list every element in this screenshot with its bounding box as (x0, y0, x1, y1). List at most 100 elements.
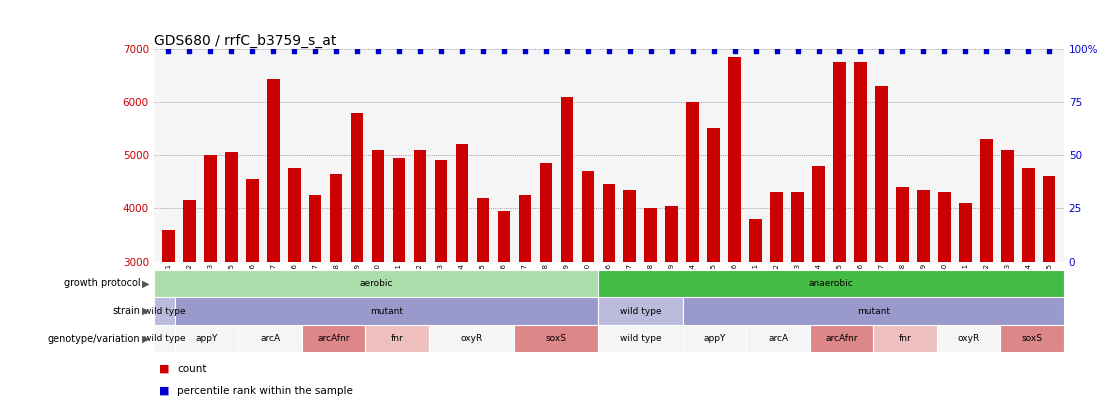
Text: anaerobic: anaerobic (809, 279, 853, 288)
Bar (873, 325, 937, 352)
Point (998, 47, 1016, 54)
Text: arcAfnr: arcAfnr (825, 334, 858, 343)
Point (599, 47, 617, 54)
Bar (1022, 168, 1035, 405)
Bar (175, 325, 238, 352)
Bar (163, 230, 175, 405)
Bar (225, 152, 237, 405)
Bar (854, 62, 867, 405)
Bar (791, 192, 804, 405)
Bar (514, 325, 598, 352)
Bar (1043, 177, 1055, 405)
Point (620, 47, 638, 54)
Bar (937, 325, 1000, 352)
Point (453, 47, 471, 54)
Bar (1001, 150, 1014, 405)
Text: appY: appY (703, 334, 726, 343)
Text: GDS680 / rrfC_b3759_s_at: GDS680 / rrfC_b3759_s_at (154, 34, 336, 47)
Point (851, 47, 869, 54)
Point (893, 47, 911, 54)
Point (705, 47, 723, 54)
Bar (1000, 325, 1064, 352)
Text: appY: appY (195, 334, 218, 343)
Bar (603, 184, 615, 405)
Bar (959, 203, 971, 405)
Text: wild type: wild type (619, 334, 662, 343)
Point (977, 47, 995, 54)
Text: mutant: mutant (370, 307, 403, 315)
Point (328, 47, 345, 54)
Point (495, 47, 512, 54)
Bar (539, 163, 553, 405)
Text: oxyR: oxyR (460, 334, 482, 343)
Bar (434, 160, 448, 405)
Point (243, 47, 261, 54)
Point (725, 47, 743, 54)
Text: wild type: wild type (619, 307, 662, 315)
Point (1040, 47, 1058, 54)
Bar (683, 325, 746, 352)
Bar (917, 190, 930, 405)
Bar (183, 200, 196, 405)
Point (537, 47, 555, 54)
Bar (729, 57, 741, 405)
Text: ■: ■ (159, 364, 169, 373)
Bar (686, 102, 698, 405)
Bar (645, 208, 657, 405)
Bar (302, 325, 365, 352)
Bar (330, 174, 342, 405)
Text: ▶: ▶ (141, 334, 149, 343)
Bar (770, 192, 783, 405)
Point (264, 47, 282, 54)
Bar (980, 139, 993, 405)
Bar (746, 325, 810, 352)
Text: ▶: ▶ (141, 279, 149, 288)
Text: arcAfnr: arcAfnr (317, 334, 350, 343)
Text: soxS: soxS (1022, 334, 1043, 343)
Point (579, 47, 597, 54)
Bar (624, 190, 636, 405)
Point (915, 47, 932, 54)
Text: growth protocol: growth protocol (63, 279, 140, 288)
Point (768, 47, 785, 54)
Text: fnr: fnr (899, 334, 911, 343)
Text: wild type: wild type (144, 334, 185, 343)
Text: arcA: arcA (768, 334, 789, 343)
Point (936, 47, 954, 54)
Point (306, 47, 324, 54)
Bar (154, 297, 175, 325)
Point (223, 47, 241, 54)
Point (180, 47, 198, 54)
Point (1019, 47, 1037, 54)
Point (475, 47, 492, 54)
Bar (309, 195, 322, 405)
Bar (372, 150, 384, 405)
Text: ■: ■ (159, 386, 169, 396)
Bar (287, 168, 301, 405)
Point (202, 47, 219, 54)
Bar (413, 150, 427, 405)
Bar (267, 79, 280, 405)
Point (872, 47, 890, 54)
Text: ▶: ▶ (141, 306, 149, 316)
Text: count: count (177, 364, 206, 373)
Bar (665, 206, 678, 405)
Point (285, 47, 303, 54)
Bar (519, 195, 531, 405)
Bar (456, 145, 468, 405)
Bar (833, 62, 846, 405)
Text: fnr: fnr (391, 334, 403, 343)
Bar (896, 187, 909, 405)
Bar (707, 128, 720, 405)
Bar (938, 192, 950, 405)
Point (789, 47, 807, 54)
Bar (365, 325, 429, 352)
Bar (154, 270, 598, 297)
Point (411, 47, 429, 54)
Text: wild type: wild type (144, 307, 185, 315)
Bar (351, 113, 363, 405)
Bar (598, 325, 683, 352)
Point (558, 47, 576, 54)
Bar (812, 166, 824, 405)
Text: strain: strain (113, 306, 140, 316)
